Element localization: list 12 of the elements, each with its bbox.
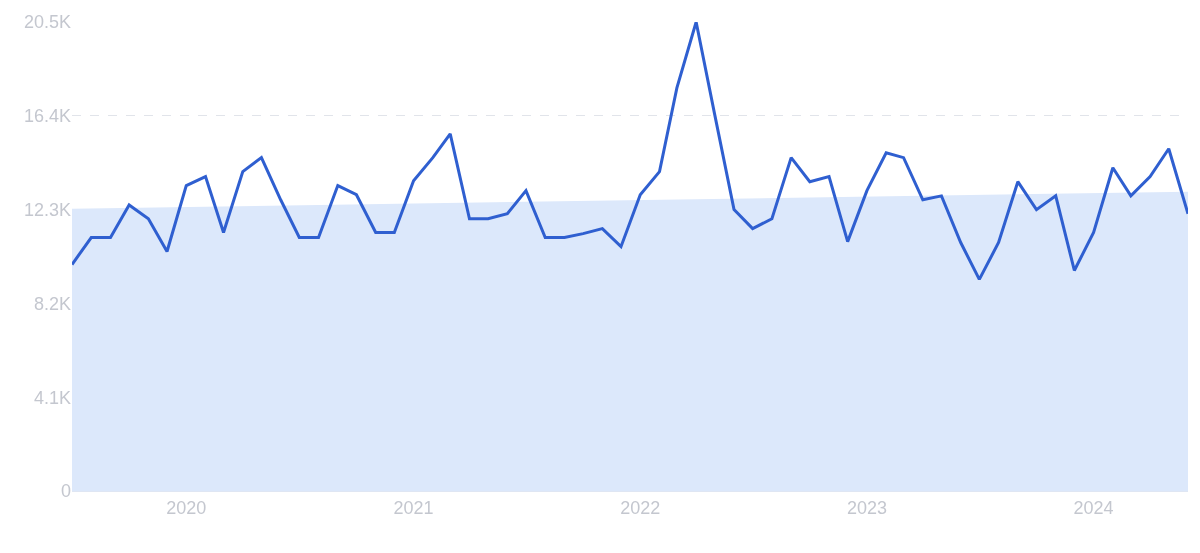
x-tick-label: 2022 — [620, 497, 661, 518]
y-tick-label: 12.3K — [23, 199, 71, 220]
y-tick-label: 8.2K — [33, 293, 71, 314]
x-tick-label: 2023 — [846, 497, 887, 518]
y-tick-label: 4.1K — [33, 387, 71, 408]
y-tick-label: 20.5K — [23, 12, 71, 33]
y-tick-label: 16.4K — [23, 106, 71, 127]
x-tick-label: 2024 — [1073, 497, 1114, 518]
x-tick-label: 2020 — [166, 497, 207, 518]
x-tick-label: 2021 — [393, 497, 434, 518]
line-series — [72, 22, 1188, 281]
y-tick-label: 0 — [60, 481, 71, 502]
